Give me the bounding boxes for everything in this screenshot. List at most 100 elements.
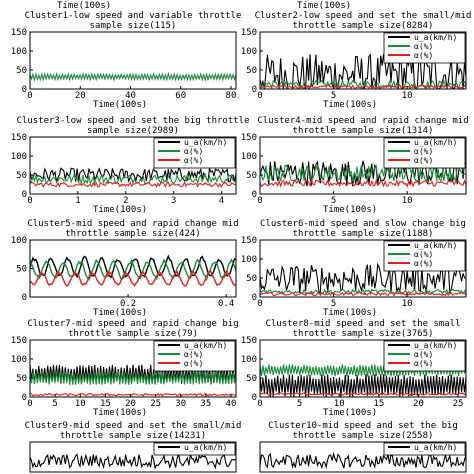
panel-title-line: Cluster8-mid speed and set the small	[265, 319, 460, 329]
x-axis-label: Time(100s)	[323, 205, 377, 215]
x-tick-label: 0	[27, 196, 32, 206]
cluster-panel-10: Cluster10-mid speed and set the bigthrot…	[259, 421, 467, 473]
legend-label: u_a(km/h)	[414, 33, 457, 42]
cluster-panel-8: Cluster8-mid speed and set the smallthro…	[241, 319, 467, 418]
legend-label: α(%)	[414, 51, 433, 60]
series-line-1	[260, 53, 466, 89]
panel-title-line: sample size(115)	[90, 21, 177, 31]
panel-title-line: Cluster9-mid speed and set the small/mid	[25, 421, 242, 431]
legend: u_a(km/h)α(%)α(%)	[153, 137, 236, 169]
axes-frame	[259, 136, 467, 195]
legend-label: u_a(km/h)	[184, 138, 227, 147]
panel-title-line: throttle sample size(424)	[65, 229, 200, 239]
y-tick-label: 100	[11, 47, 27, 57]
y-tick-label: 50	[16, 171, 27, 181]
y-tick-label: 100	[11, 236, 27, 246]
series-line-1	[30, 166, 236, 184]
legend: u_a(km/h)	[153, 442, 236, 456]
legend-label: α(%)	[184, 350, 203, 359]
x-tick-label: 5	[331, 91, 336, 101]
cluster-panel-1: Cluster1-low speed and variable throttle…	[11, 11, 242, 110]
legend-label: α(%)	[414, 250, 433, 259]
x-tick-label: 5	[52, 399, 57, 409]
series-line-3	[260, 392, 466, 396]
series-line-2	[30, 258, 236, 282]
legend: u_a(km/h)α(%)α(%)	[153, 340, 236, 372]
legend-label: u_a(km/h)	[184, 443, 227, 452]
x-tick-label: 20	[75, 91, 86, 101]
y-tick-label: 50	[16, 265, 27, 275]
axes-frame	[29, 31, 237, 90]
series-line-3	[30, 392, 236, 397]
legend: u_a(km/h)	[383, 442, 466, 456]
x-axis-label: Time(100s)	[93, 100, 147, 110]
x-tick-label: 30	[175, 399, 186, 409]
cluster-panel-9: Cluster9-mid speed and set the small/mid…	[25, 421, 242, 473]
y-tick-label: 150	[241, 28, 257, 38]
series-line-1	[260, 374, 466, 397]
y-tick-label: 100	[241, 355, 257, 365]
series-line-3	[30, 270, 236, 287]
y-tick-label: 0	[252, 85, 257, 95]
panel-title-line: sample size(2989)	[87, 126, 179, 136]
panel-title-line: Cluster7-mid speed and rapid change big	[27, 319, 238, 329]
x-tick-label: 60	[175, 91, 186, 101]
legend-label: α(%)	[414, 359, 433, 368]
x-tick-label: 2	[123, 196, 128, 206]
series-line-3	[260, 291, 466, 297]
x-tick-label: 5	[331, 299, 336, 309]
y-tick-label: 50	[246, 374, 257, 384]
axes-frame	[29, 441, 237, 473]
axes-frame	[259, 31, 467, 90]
x-tick-label: 0.4	[218, 299, 234, 309]
x-tick-label: 0	[257, 196, 262, 206]
legend: u_a(km/h)α(%)α(%)	[383, 32, 466, 64]
x-tick-label: 3	[171, 196, 176, 206]
y-tick-label: 50	[16, 66, 27, 76]
cluster-panel-2: Cluster2-low speed and set the small/mid…	[241, 11, 472, 110]
x-tick-label: 35	[200, 399, 211, 409]
axes-frame	[29, 136, 237, 195]
panel-title-line: throttle sample size(1314)	[293, 126, 434, 136]
legend: u_a(km/h)α(%)α(%)	[383, 240, 466, 272]
y-tick-label: 100	[241, 47, 257, 57]
x-tick-label: 15	[373, 399, 384, 409]
y-tick-label: 0	[252, 393, 257, 403]
x-tick-label: 10	[402, 299, 413, 309]
series-line-2	[30, 371, 236, 385]
y-tick-label: 150	[11, 28, 27, 38]
legend-label: u_a(km/h)	[414, 241, 457, 250]
panel-title-line: throttle sample size(14231)	[60, 431, 206, 441]
y-tick-label: 100	[11, 152, 27, 162]
series-line-3	[260, 178, 466, 188]
panel-title-line: throttle sample size(8284)	[293, 21, 434, 31]
x-tick-label: 25	[453, 399, 464, 409]
x-tick-label: 20	[413, 399, 424, 409]
x-tick-label: 40	[226, 399, 237, 409]
x-tick-label: 80	[226, 91, 237, 101]
y-tick-label: 100	[241, 152, 257, 162]
legend-label: α(%)	[184, 359, 203, 368]
panel-title-line: Cluster1-low speed and variable throttle	[25, 11, 242, 21]
y-tick-label: 50	[246, 274, 257, 284]
y-tick-label: 0	[252, 293, 257, 303]
y-tick-label: 50	[16, 374, 27, 384]
series-line-3	[260, 84, 466, 89]
x-tick-label: 10	[402, 196, 413, 206]
y-tick-label: 150	[11, 336, 27, 346]
cluster-panel-7: Cluster7-mid speed and rapid change bigt…	[11, 319, 239, 418]
x-tick-label: 20	[125, 399, 136, 409]
panel-title-line: Cluster3-low speed and set the big throt…	[17, 116, 250, 126]
x-tick-label: 5	[331, 196, 336, 206]
legend-label: α(%)	[414, 147, 433, 156]
legend-label: α(%)	[184, 156, 203, 165]
series-line-1	[30, 71, 236, 83]
y-tick-label: 0	[22, 293, 27, 303]
panel-title-line: Cluster4-mid speed and rapid change mid	[257, 116, 468, 126]
x-tick-label: 15	[100, 399, 111, 409]
y-tick-label: 150	[241, 336, 257, 346]
axes-frame	[259, 441, 467, 473]
axes-frame	[259, 339, 467, 398]
x-tick-label: 5	[297, 399, 302, 409]
